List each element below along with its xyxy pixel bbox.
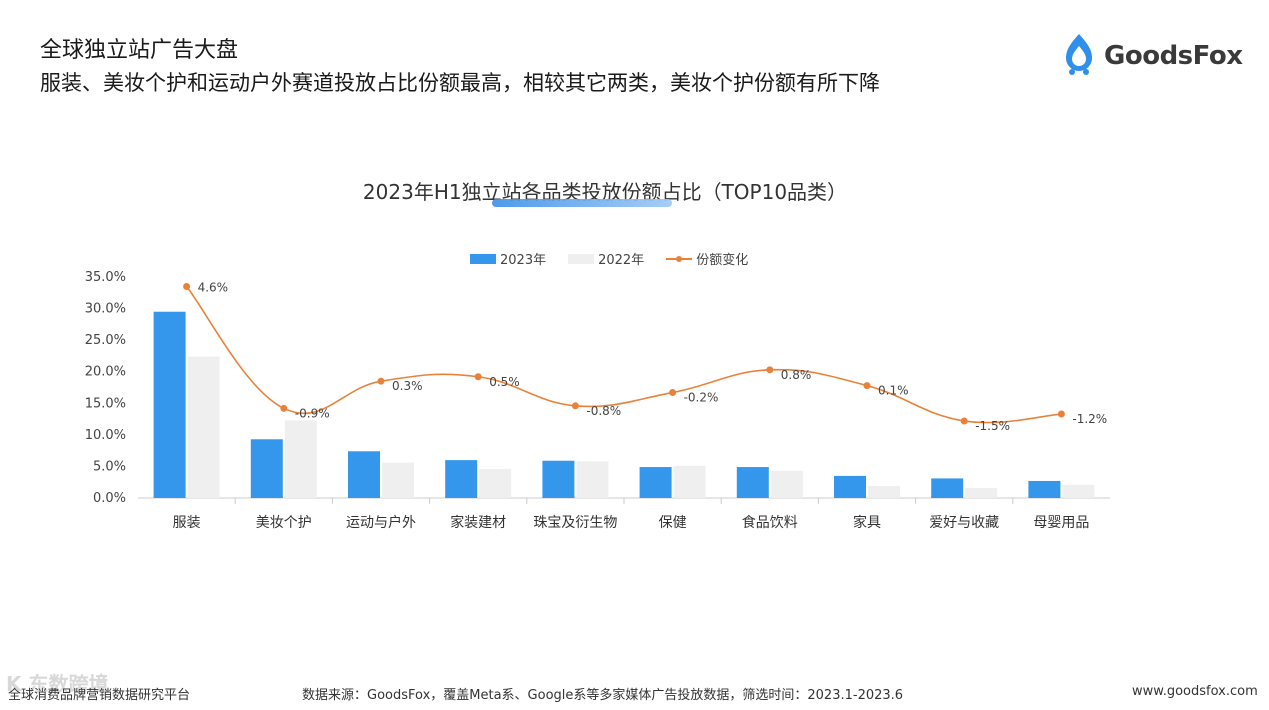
page-title: 全球独立站广告大盘 bbox=[40, 38, 239, 63]
data-label: -0.9% bbox=[295, 406, 330, 420]
y-tick-label: 5.0% bbox=[93, 459, 126, 474]
y-tick-label: 30.0% bbox=[85, 302, 126, 317]
legend-item-change[interactable]: 份额变化 bbox=[666, 249, 748, 268]
line-point bbox=[183, 282, 191, 290]
line-point bbox=[377, 377, 385, 385]
watermark: K 东数跨境 bbox=[6, 672, 109, 696]
footer-platform: 全球消费品牌营销数据研究平台 bbox=[8, 688, 191, 703]
logo: GoodsFox bbox=[1060, 32, 1243, 80]
line-point bbox=[863, 382, 871, 390]
bar-2023 bbox=[250, 439, 283, 498]
data-label: 0.3% bbox=[392, 379, 423, 393]
data-label: 0.8% bbox=[781, 368, 812, 382]
line-point bbox=[571, 402, 579, 410]
data-label: -1.5% bbox=[975, 419, 1010, 433]
bar-2022 bbox=[382, 462, 414, 498]
y-tick-label: 35.0% bbox=[85, 270, 126, 285]
footer-url[interactable]: www.goodsfox.com bbox=[1132, 684, 1258, 699]
y-tick-label: 10.0% bbox=[85, 428, 126, 443]
bar-2023 bbox=[1028, 480, 1061, 498]
x-tick-label: 家装建材 bbox=[450, 514, 506, 531]
legend-item-2023[interactable]: 2023年 bbox=[470, 249, 546, 268]
line-point bbox=[474, 373, 482, 381]
bar-2022 bbox=[479, 468, 512, 498]
legend-label-2023: 2023年 bbox=[500, 253, 547, 268]
legend-item-2022[interactable]: 2022年 bbox=[568, 249, 644, 268]
bar-2022 bbox=[284, 420, 317, 498]
line-series-change bbox=[185, 285, 1062, 424]
bar-2023 bbox=[639, 467, 672, 498]
legend: 2023年 2022年 份额变化 bbox=[470, 249, 770, 268]
x-tick-label: 珠宝及衍生物 bbox=[533, 515, 617, 531]
legend-label-change: 份额变化 bbox=[696, 253, 749, 268]
bar-2023 bbox=[542, 460, 575, 498]
goodsfox-logo-icon bbox=[1060, 32, 1098, 80]
line-point bbox=[669, 389, 677, 397]
y-tick-label: 15.0% bbox=[85, 396, 126, 411]
line-point bbox=[766, 366, 774, 374]
bar-2022 bbox=[770, 470, 803, 498]
legend-swatch-change bbox=[666, 254, 693, 264]
line-point bbox=[280, 404, 288, 412]
y-tick-label: 0.0% bbox=[93, 491, 126, 506]
bar-2022 bbox=[673, 465, 706, 498]
bar-2023 bbox=[834, 475, 866, 498]
legend-swatch-2023 bbox=[470, 253, 496, 264]
data-label: -0.8% bbox=[586, 404, 621, 418]
x-tick-label: 运动与户外 bbox=[346, 514, 416, 531]
y-tick-label: 20.0% bbox=[85, 365, 126, 380]
x-tick-label: 保健 bbox=[659, 515, 687, 531]
x-tick-label: 爱好与收藏 bbox=[929, 515, 999, 531]
x-tick-label: 美妆个护 bbox=[256, 515, 312, 531]
y-tick-label: 25.0% bbox=[85, 333, 126, 348]
page-subtitle: 服装、美妆个护和运动户外赛道投放占比份额最高，相较其它两类，美妆个护份额有所下降 bbox=[40, 71, 880, 95]
title-underline bbox=[492, 199, 672, 207]
footer-source: 数据来源：GoodsFox，覆盖Meta系、Google系等多家媒体广告投放数据… bbox=[302, 688, 904, 703]
data-label: 0.1% bbox=[878, 384, 909, 398]
bar-2023 bbox=[931, 478, 964, 498]
x-tick-label: 服装 bbox=[173, 515, 201, 531]
legend-label-2022: 2022年 bbox=[598, 253, 645, 268]
data-label: 0.5% bbox=[489, 375, 520, 389]
bar-2023 bbox=[348, 451, 380, 498]
data-label: 4.6% bbox=[198, 280, 229, 294]
line-point bbox=[1057, 410, 1065, 418]
bar-2022 bbox=[576, 461, 609, 498]
bar-2023 bbox=[736, 467, 769, 498]
bar-2022 bbox=[965, 487, 998, 498]
bar-2022 bbox=[187, 356, 220, 498]
x-tick-label: 家具 bbox=[853, 514, 881, 531]
bar-2022 bbox=[868, 486, 900, 498]
legend-swatch-2022 bbox=[568, 253, 595, 264]
x-tick-label: 食品饮料 bbox=[742, 514, 798, 531]
bar-2023 bbox=[445, 460, 478, 498]
logo-text: GoodsFox bbox=[1104, 41, 1243, 71]
x-tick-label: 母婴用品 bbox=[1033, 515, 1089, 531]
bar-2023 bbox=[153, 311, 186, 498]
line-point bbox=[960, 417, 968, 425]
data-label: -1.2% bbox=[1072, 412, 1107, 426]
data-label: -0.2% bbox=[684, 391, 719, 405]
bar-2022 bbox=[1062, 484, 1095, 498]
